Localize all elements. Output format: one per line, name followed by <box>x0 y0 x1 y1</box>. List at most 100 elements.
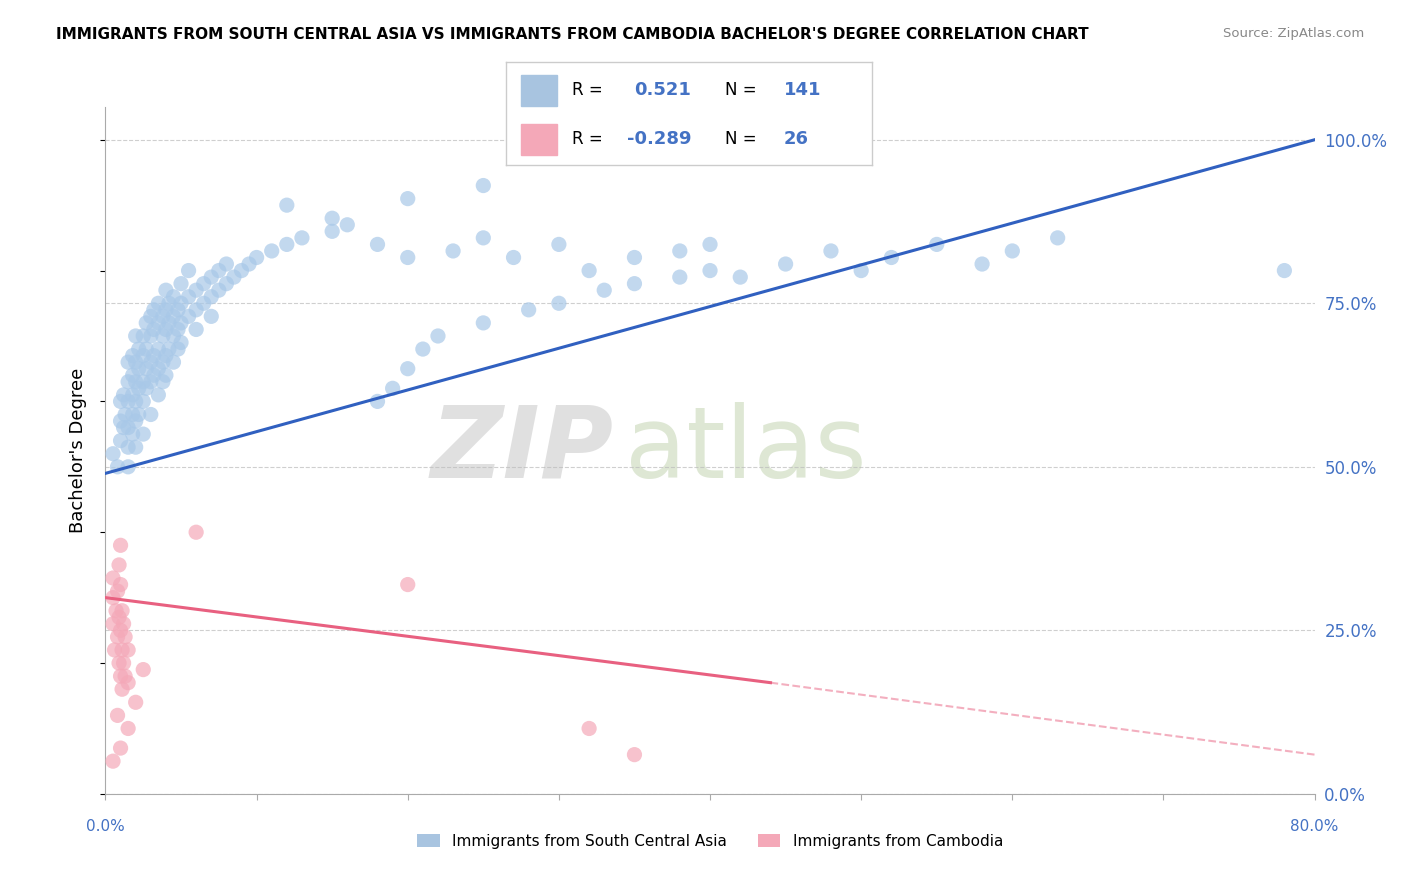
Point <box>321 224 343 238</box>
Point <box>101 571 124 585</box>
Point <box>132 427 155 442</box>
Point <box>107 708 129 723</box>
Point <box>148 388 170 402</box>
Point <box>152 329 174 343</box>
Point <box>152 355 174 369</box>
Point <box>121 427 143 442</box>
Point <box>142 368 165 383</box>
Point <box>427 329 450 343</box>
Point <box>128 381 150 395</box>
Point <box>1046 231 1069 245</box>
Text: N =: N = <box>725 130 756 148</box>
Point <box>132 329 155 343</box>
Point <box>107 630 129 644</box>
Point <box>162 329 184 343</box>
Point <box>105 604 128 618</box>
Point <box>139 310 162 324</box>
Point <box>135 361 157 376</box>
Point <box>125 695 148 709</box>
Point <box>208 283 231 297</box>
Point <box>321 211 343 226</box>
Point <box>135 342 157 356</box>
Point <box>107 584 129 599</box>
Point <box>112 420 135 434</box>
Point <box>117 355 139 369</box>
Point <box>110 538 132 552</box>
Text: -0.289: -0.289 <box>627 130 692 148</box>
Text: IMMIGRANTS FROM SOUTH CENTRAL ASIA VS IMMIGRANTS FROM CAMBODIA BACHELOR'S DEGREE: IMMIGRANTS FROM SOUTH CENTRAL ASIA VS IM… <box>56 27 1088 42</box>
Point <box>112 656 135 670</box>
Point <box>117 440 139 454</box>
Point <box>167 302 190 317</box>
Point <box>820 244 842 258</box>
Point <box>139 355 162 369</box>
Point <box>121 368 143 383</box>
Point <box>200 270 222 285</box>
Point <box>162 355 184 369</box>
Point <box>139 329 162 343</box>
Point <box>396 361 419 376</box>
Point <box>125 355 148 369</box>
Point <box>139 408 162 422</box>
Point <box>699 263 721 277</box>
Point <box>148 316 170 330</box>
Point <box>623 747 645 762</box>
Text: Source: ZipAtlas.com: Source: ZipAtlas.com <box>1223 27 1364 40</box>
Point <box>1274 263 1296 277</box>
Point <box>125 375 148 389</box>
Point <box>193 296 215 310</box>
Point <box>1001 244 1024 258</box>
Y-axis label: Bachelor's Degree: Bachelor's Degree <box>69 368 87 533</box>
Point <box>208 263 231 277</box>
Point <box>117 675 139 690</box>
Point <box>111 643 134 657</box>
Point <box>132 394 155 409</box>
Point <box>186 302 208 317</box>
Point <box>114 669 136 683</box>
Point <box>669 270 692 285</box>
Point <box>880 251 903 265</box>
Point <box>142 349 165 363</box>
Point <box>238 257 260 271</box>
Point <box>111 682 134 697</box>
Legend: Immigrants from South Central Asia, Immigrants from Cambodia: Immigrants from South Central Asia, Immi… <box>411 828 1010 855</box>
Point <box>142 322 165 336</box>
Point <box>170 296 193 310</box>
Point <box>548 237 571 252</box>
Point <box>152 310 174 324</box>
Point <box>155 349 177 363</box>
Point <box>128 361 150 376</box>
Point <box>200 310 222 324</box>
Text: N =: N = <box>725 81 756 99</box>
Point <box>472 178 495 193</box>
Point <box>412 342 434 356</box>
Point <box>110 741 132 756</box>
Point <box>578 263 600 277</box>
Point <box>110 434 132 448</box>
Point <box>366 394 388 409</box>
Point <box>110 624 132 638</box>
Point <box>114 630 136 644</box>
Point <box>276 237 298 252</box>
Point <box>101 591 124 605</box>
Point <box>170 335 193 350</box>
Point <box>148 361 170 376</box>
Text: 0.521: 0.521 <box>634 81 690 99</box>
Point <box>170 277 193 291</box>
Point <box>110 577 132 591</box>
Text: 80.0%: 80.0% <box>1291 820 1339 834</box>
Point <box>108 610 131 624</box>
Point <box>291 231 314 245</box>
Text: atlas: atlas <box>626 402 868 499</box>
Point <box>177 290 200 304</box>
Point <box>441 244 464 258</box>
Point <box>200 290 222 304</box>
Point <box>396 192 419 206</box>
Point <box>193 277 215 291</box>
Point <box>125 440 148 454</box>
Point <box>970 257 993 271</box>
Point <box>139 375 162 389</box>
Point <box>107 459 129 474</box>
Point <box>925 237 948 252</box>
Point <box>148 296 170 310</box>
